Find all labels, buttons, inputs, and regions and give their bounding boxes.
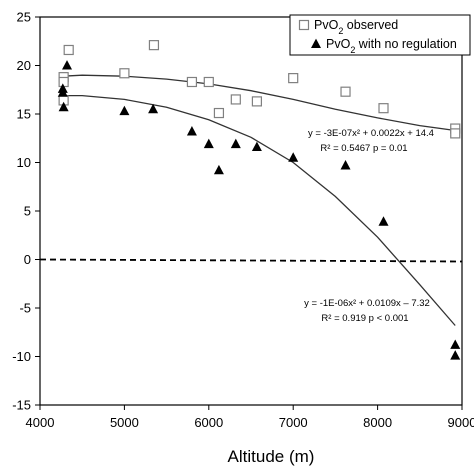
data-point-observed: [148, 40, 160, 51]
legend-label-no-regulation-sub: 2: [350, 45, 355, 55]
y-tick-label: 25: [17, 10, 31, 25]
data-point-no-regulation: [340, 160, 351, 170]
data-point-no-regulation: [186, 126, 197, 136]
legend-marker-no-regulation: [311, 38, 321, 49]
y-tick-label: 10: [17, 155, 31, 170]
x-tick-label: 4000: [26, 415, 55, 430]
trendline-observed-equation: y = -3E-07x² + 0.0022x + 14.4: [308, 128, 434, 139]
data-point-no-regulation: [251, 141, 262, 152]
plot-frame: [39, 16, 463, 406]
trendline-observed: [62, 74, 456, 132]
data-point-no-regulation: [288, 152, 299, 162]
y-tick-label: 15: [17, 107, 31, 122]
data-point-no-regulation: [57, 87, 68, 97]
data-point-no-regulation: [230, 138, 241, 149]
legend-label-observed-sub: 2: [338, 26, 343, 36]
y-tick-label: -15: [12, 398, 31, 413]
y-axis-ticks: -15 -10 -5 0 5 10 15 20 25: [12, 10, 40, 413]
data-point-no-regulation: [62, 60, 73, 70]
data-point-no-regulation: [450, 350, 461, 360]
data-point-observed: [213, 107, 225, 119]
legend-marker-observed: [298, 19, 310, 31]
data-point-observed: [119, 68, 130, 79]
data-point-observed: [203, 76, 214, 88]
legend-symbol-no-regulation: [311, 38, 321, 49]
data-point-observed: [340, 86, 351, 97]
data-point-no-regulation: [203, 138, 214, 149]
x-tick-label: 6000: [194, 415, 223, 430]
zero-reference-line: [39, 258, 463, 263]
data-point-no-regulation: [119, 105, 130, 116]
data-point-observed: [63, 44, 74, 56]
legend-symbol-observed: [298, 19, 310, 31]
legend-label-no-regulation-base: PvO: [326, 37, 351, 51]
y-tick-label: 5: [24, 204, 31, 219]
data-point-observed: [186, 76, 198, 88]
legend-label-no-regulation: PvO2 with no regulation: [326, 37, 457, 55]
data-point-no-regulation: [378, 216, 389, 226]
legend-label-observed: PvO2 observed: [314, 18, 398, 36]
x-tick-label: 9000: [448, 415, 474, 430]
legend-box: [289, 14, 471, 56]
x-axis-title: Altitude (m): [228, 447, 315, 466]
y-tick-label: -10: [12, 349, 31, 364]
data-point-no-regulation: [213, 164, 224, 175]
trendline-no-regulation: [62, 94, 456, 326]
trendline-observed-stats: R² = 0.5467 p = 0.01: [320, 143, 407, 154]
data-point-observed: [378, 103, 389, 114]
plot-area: [39, 40, 463, 360]
data-point-observed: [230, 94, 241, 105]
data-point-no-regulation: [450, 339, 461, 349]
trendline-no-regulation-stats: R² = 0.919 p < 0.001: [321, 313, 408, 324]
x-tick-label: 5000: [110, 415, 139, 430]
legend-label-observed-suffix: observed: [343, 18, 398, 32]
data-point-no-regulation: [148, 103, 159, 114]
x-tick-label: 7000: [279, 415, 308, 430]
legend: PvO2 observed PvO2 with no regulation: [289, 14, 471, 56]
data-point-observed: [288, 73, 299, 84]
data-point-observed: [251, 96, 263, 107]
y-tick-label: -5: [19, 301, 31, 316]
x-tick-label: 8000: [363, 415, 392, 430]
legend-label-observed-base: PvO: [314, 18, 339, 32]
legend-label-no-regulation-suffix: with no regulation: [355, 37, 457, 51]
y-tick-label: 20: [17, 58, 31, 73]
x-axis-ticks: 4000 5000 6000 7000 8000 9000: [26, 405, 474, 430]
data-point-observed: [450, 128, 461, 139]
y-tick-label: 0: [24, 252, 31, 267]
data-point-no-regulation: [58, 101, 69, 112]
trendline-no-regulation-equation: y = -1E-06x² + 0.0109x – 7.32: [304, 298, 430, 309]
